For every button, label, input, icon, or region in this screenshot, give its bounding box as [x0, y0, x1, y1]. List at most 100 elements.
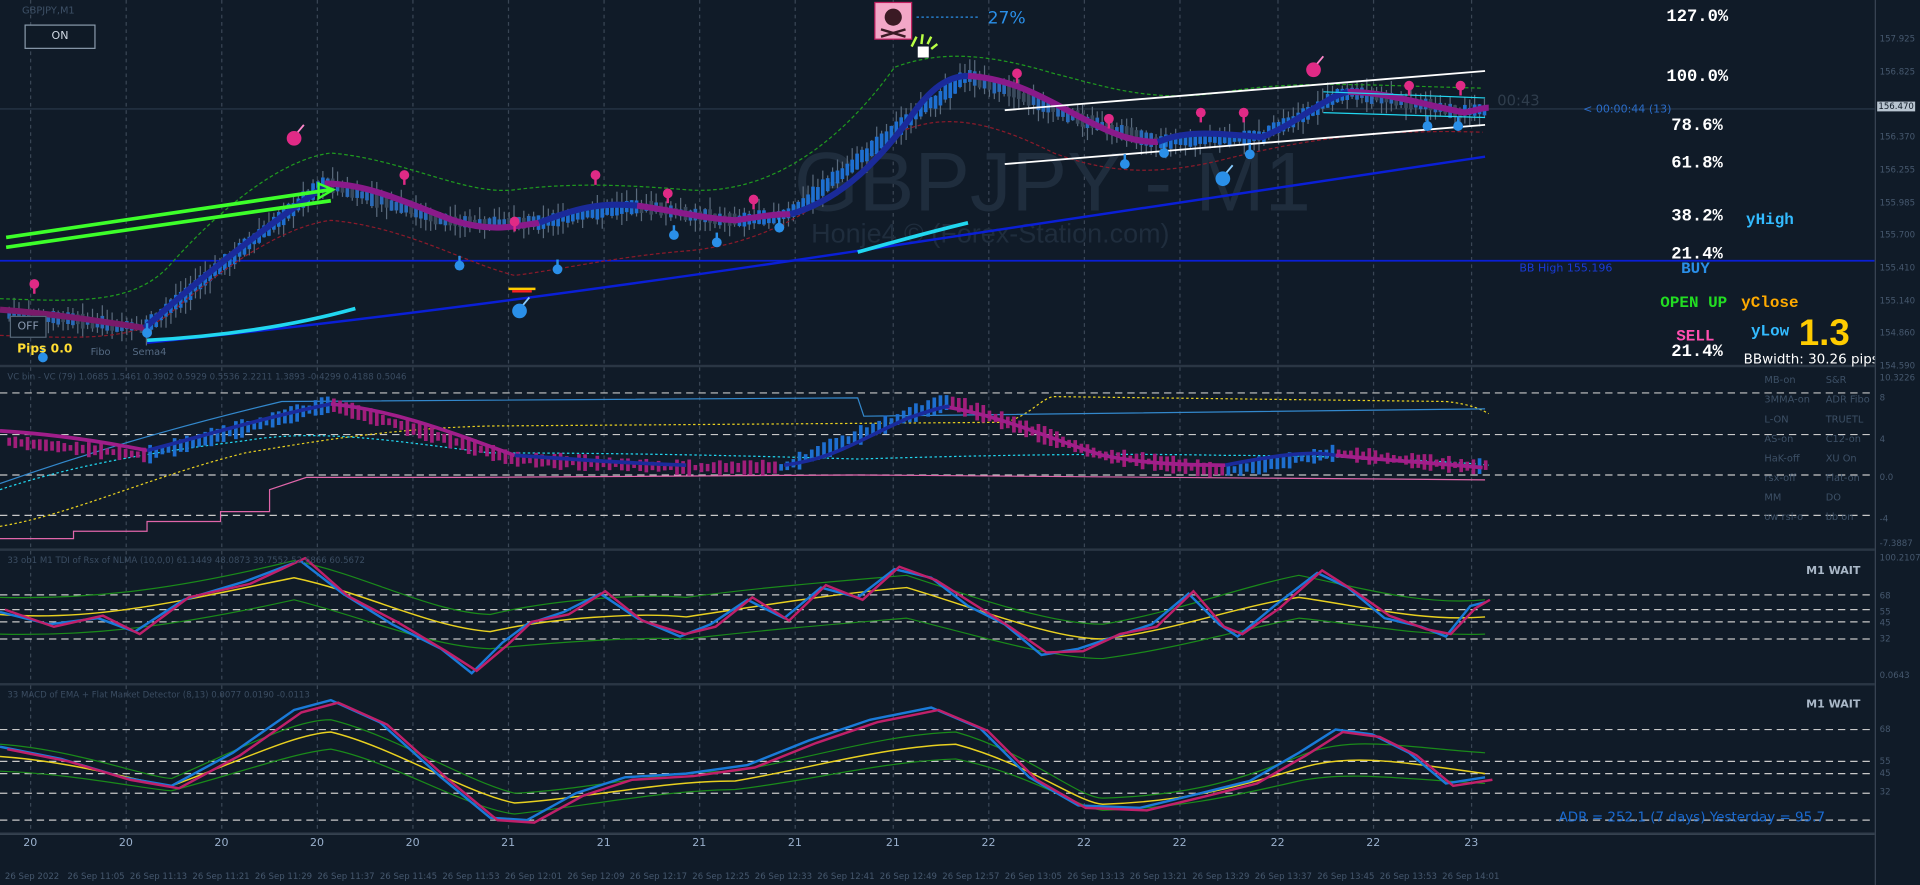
vc-bar [564, 456, 569, 468]
vc-bar [86, 442, 91, 458]
vc-bar [393, 419, 397, 428]
ma-magenta-left [0, 306, 146, 332]
thumbs-down-icon [1103, 113, 1114, 129]
candle [830, 167, 835, 189]
price-axis[interactable]: 156.470 157.925 156.825 156.370 156.255 155.… [1874, 0, 1920, 885]
vc-bar [1349, 450, 1353, 459]
vc-bar [969, 405, 973, 414]
tdi-yellow [0, 577, 1486, 640]
vc-bar [436, 432, 440, 441]
vc-bar [50, 441, 54, 451]
tdi-pane[interactable]: 33 ob1 M1 TDI of Rsx of NLMA (10,0,0) 61… [0, 550, 1875, 686]
vc-bar [705, 463, 710, 472]
thumbs-down-icon [29, 279, 40, 294]
candle [620, 192, 624, 226]
vc-toggle-c12-on[interactable]: C12-on [1825, 433, 1861, 445]
price-tick: 154.590 [1879, 361, 1916, 371]
vc-bar [80, 444, 85, 454]
vc-pane[interactable]: VC bin - VC (79) 1.0685 1.5461 0.3902 0.… [0, 367, 1875, 551]
vc-toggle-ow-rsi-o[interactable]: ow rsi-o [1764, 511, 1804, 523]
fibo-button[interactable]: Fibo [90, 346, 111, 358]
vc-bar [528, 456, 532, 464]
vc-toggle-as-on[interactable]: AS-on [1764, 433, 1794, 445]
tdi-axis-tick: 100.2107 [1879, 553, 1920, 564]
candle [708, 197, 712, 231]
vc-bar [234, 421, 238, 440]
vc-bar [1220, 466, 1225, 476]
price-tick: 156.370 [1879, 132, 1916, 142]
vc-bar [129, 450, 134, 458]
buy-signal: BUY [1681, 259, 1710, 278]
candle [551, 209, 556, 236]
tdi-green-upper [0, 560, 1486, 625]
tdi-axis-tick: 68 [1879, 591, 1891, 602]
vc-bar [534, 452, 538, 468]
macd-yellow [0, 731, 1486, 805]
vc-bar [442, 433, 447, 443]
time-label: 26 Sep 2022 [4, 871, 60, 882]
candle [987, 80, 992, 97]
ma-blue-3 [1156, 88, 1349, 145]
tdi-title: 33 ob1 M1 TDI of Rsx of NLMA (10,0,0) 61… [7, 555, 365, 566]
vc-bar [822, 442, 826, 459]
vc-axis-tick: 8 [1879, 392, 1886, 403]
on-button[interactable]: ON [24, 24, 96, 49]
price-tick: 155.700 [1879, 230, 1916, 240]
vc-bar [1183, 458, 1188, 474]
vc-toggle-3mma-on[interactable]: 3MMA-on [1764, 394, 1811, 406]
vc-bar [944, 395, 949, 411]
vc-toggle-adr-fibo[interactable]: ADR Fibo [1825, 394, 1870, 406]
day-label: 22 [1172, 837, 1187, 850]
vc-toggle-do[interactable]: DO [1825, 492, 1841, 504]
vc-bar [779, 464, 783, 471]
symbol-title: GBPJPY,M1 [22, 4, 75, 16]
vc-bar [662, 462, 667, 471]
vc-bar [264, 417, 269, 426]
candle [458, 214, 462, 238]
macd-axis-tick: 55 [1879, 756, 1891, 767]
candle [879, 130, 884, 152]
vc-bar [1312, 449, 1316, 464]
day-label: 20 [23, 837, 38, 850]
tdi-chart-canvas[interactable] [0, 550, 1875, 684]
lime-arrow-icon [317, 181, 337, 201]
vc-toggle-xu-on[interactable]: XU On [1825, 452, 1857, 464]
vc-toggle-flat-on[interactable]: Flat-on [1825, 472, 1860, 484]
vc-toggle-rsx-off[interactable]: rsx-off [1764, 472, 1796, 484]
candle [561, 203, 565, 234]
candle [507, 211, 511, 227]
thumbs-up-icon [1453, 116, 1464, 131]
thumbs-down-icon [1404, 80, 1414, 96]
candle [825, 175, 830, 193]
vc-bar [1336, 449, 1341, 458]
vc-bar [283, 409, 287, 424]
sema-button[interactable]: Sema4 [132, 346, 167, 358]
candle [678, 197, 683, 221]
bomb-icon [1215, 164, 1234, 187]
day-label: 22 [1077, 837, 1092, 850]
vc-toggle-truetl[interactable]: TRUETL [1825, 413, 1864, 425]
macd-pane[interactable]: 33 MACD of EMA + Flat Market Detector (8… [0, 685, 1875, 835]
vc-bar [44, 439, 48, 452]
vc-toggle-mm[interactable]: MM [1764, 492, 1782, 504]
tdi-green-lower [0, 599, 1486, 660]
price-pane[interactable]: GBPJPY - M1 Honje4 © (Forex-Station.com)… [0, 0, 1879, 368]
vc-bar [1373, 450, 1378, 464]
thumbs-up-icon [142, 323, 152, 338]
vc-chart-canvas[interactable] [0, 367, 1875, 549]
macd-chart-canvas[interactable] [0, 685, 1875, 833]
off-button[interactable]: OFF [9, 315, 47, 338]
vc-toggle-l-on[interactable]: L-ON [1764, 413, 1789, 425]
cyan-channel [1323, 91, 1486, 99]
vc-toggle-mb-on[interactable]: MB-on [1764, 374, 1796, 386]
vc-toggle-hak-off[interactable]: HaK-off [1764, 452, 1800, 464]
vc-bar [1275, 455, 1280, 470]
hand-icon [910, 34, 939, 58]
vc-bar [558, 452, 563, 470]
vc-toggle-bb-on[interactable]: bb on [1825, 511, 1854, 523]
price-chart-canvas[interactable]: GBPJPY - M1 Honje4 © (Forex-Station.com)… [0, 0, 1875, 365]
time-axis[interactable]: 20 20 20 20 20 21 21 21 21 21 22 22 22 22 22 23 26 Sep 2… [0, 833, 1875, 885]
vc-toggle-s-r[interactable]: S&R [1825, 374, 1847, 386]
candle [414, 195, 418, 226]
macd-red [7, 701, 1493, 824]
